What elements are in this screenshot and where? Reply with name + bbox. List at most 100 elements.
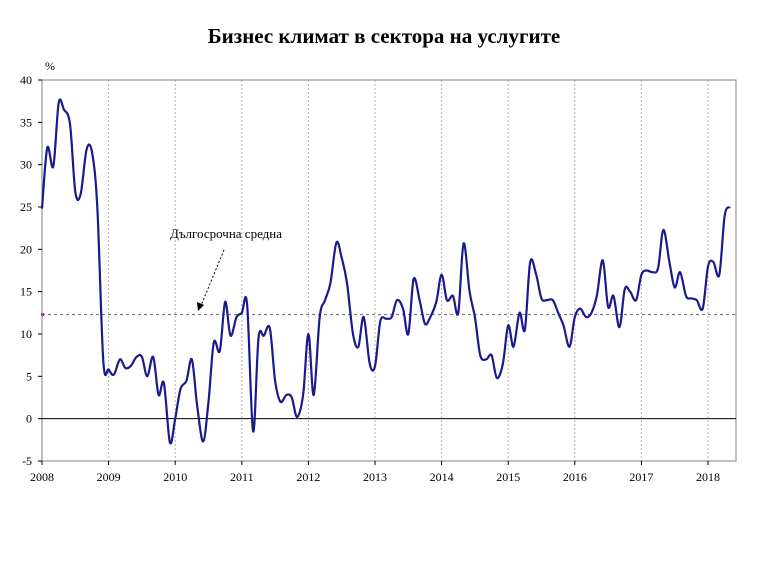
data-point (702, 308, 704, 310)
data-point (618, 326, 620, 328)
data-point (124, 367, 126, 369)
data-point (252, 430, 254, 432)
data-point (646, 270, 648, 272)
data-point (485, 358, 487, 360)
data-point (379, 320, 381, 322)
data-point (291, 397, 293, 399)
y-tick-label: 15 (20, 285, 32, 299)
data-point (457, 312, 459, 314)
data-point (591, 312, 593, 314)
data-point (258, 337, 260, 339)
x-tick-label: 2012 (296, 470, 320, 484)
data-point (596, 295, 598, 297)
data-point (69, 123, 71, 125)
y-tick-label: 10 (20, 327, 32, 341)
axes (38, 79, 737, 465)
data-point (269, 327, 271, 329)
data-point (352, 333, 354, 335)
data-point (58, 102, 60, 104)
data-point (63, 109, 65, 111)
annotation-arrowhead (197, 302, 204, 311)
labels: -5 0 5 10 15 20 25 30 35 40 2008 2009 2010 2011 2012 20… (20, 59, 720, 484)
data-point (535, 274, 537, 276)
data-point (186, 380, 188, 382)
data-point (346, 282, 348, 284)
data-point (96, 206, 98, 208)
y-tick-label: 25 (20, 200, 32, 214)
data-point (685, 295, 687, 297)
data-point (585, 316, 587, 318)
data-point (296, 416, 298, 418)
data-point (496, 377, 498, 379)
data-point (607, 306, 609, 308)
data-point (579, 308, 581, 310)
data-point (158, 394, 160, 396)
data-point (119, 358, 121, 360)
data-point (541, 297, 543, 299)
data-point (279, 401, 281, 403)
data-point (213, 342, 215, 344)
data-point (668, 261, 670, 263)
y-tick-label: 5 (26, 369, 32, 383)
data-point (452, 295, 454, 297)
x-tick-label: 2009 (97, 470, 121, 484)
data-point (169, 441, 171, 443)
data-point (302, 394, 304, 396)
data-point (219, 350, 221, 352)
data-point (469, 291, 471, 293)
data-point (335, 242, 337, 244)
x-tick-label: 2018 (696, 470, 720, 484)
data-point (407, 333, 409, 335)
data-point (241, 312, 243, 314)
data-point (718, 274, 720, 276)
data-point (174, 418, 176, 420)
data-point (274, 380, 276, 382)
y-tick-label: -5 (22, 454, 32, 468)
data-point (690, 297, 692, 299)
annotation-arrow-line (199, 249, 225, 309)
data-point (230, 335, 232, 337)
data-point (363, 316, 365, 318)
data-point (574, 316, 576, 318)
data-point (519, 312, 521, 314)
data-point (74, 191, 76, 193)
data-point (80, 193, 82, 195)
data-point (152, 356, 154, 358)
y-tick-label: 35 (20, 115, 32, 129)
data-point (524, 329, 526, 331)
data-point (191, 358, 193, 360)
data-point (413, 278, 415, 280)
data-point (329, 282, 331, 284)
data-point (136, 356, 138, 358)
y-tick-label: 0 (26, 412, 32, 426)
data-point (146, 375, 148, 377)
data-point (502, 363, 504, 365)
data-point (640, 274, 642, 276)
data-point (674, 286, 676, 288)
data-point (180, 388, 182, 390)
data-point (141, 356, 143, 358)
data-point (307, 333, 309, 335)
series-line (40, 98, 731, 445)
data-point (285, 394, 287, 396)
data-point (662, 229, 664, 231)
data-point (313, 394, 315, 396)
data-point (402, 308, 404, 310)
data-point (529, 261, 531, 263)
data-point (163, 382, 165, 384)
data-point (357, 346, 359, 348)
data-point (624, 288, 626, 290)
data-point (479, 354, 481, 356)
data-point (369, 363, 371, 365)
data-point (635, 299, 637, 301)
data-point (86, 148, 88, 150)
data-point (729, 206, 731, 208)
data-point (374, 365, 376, 367)
data-point (224, 301, 226, 303)
data-point (52, 165, 54, 167)
x-tick-label: 2014 (430, 470, 454, 484)
data-point (385, 318, 387, 320)
series (40, 98, 731, 445)
x-tick-label: 2008 (30, 470, 54, 484)
